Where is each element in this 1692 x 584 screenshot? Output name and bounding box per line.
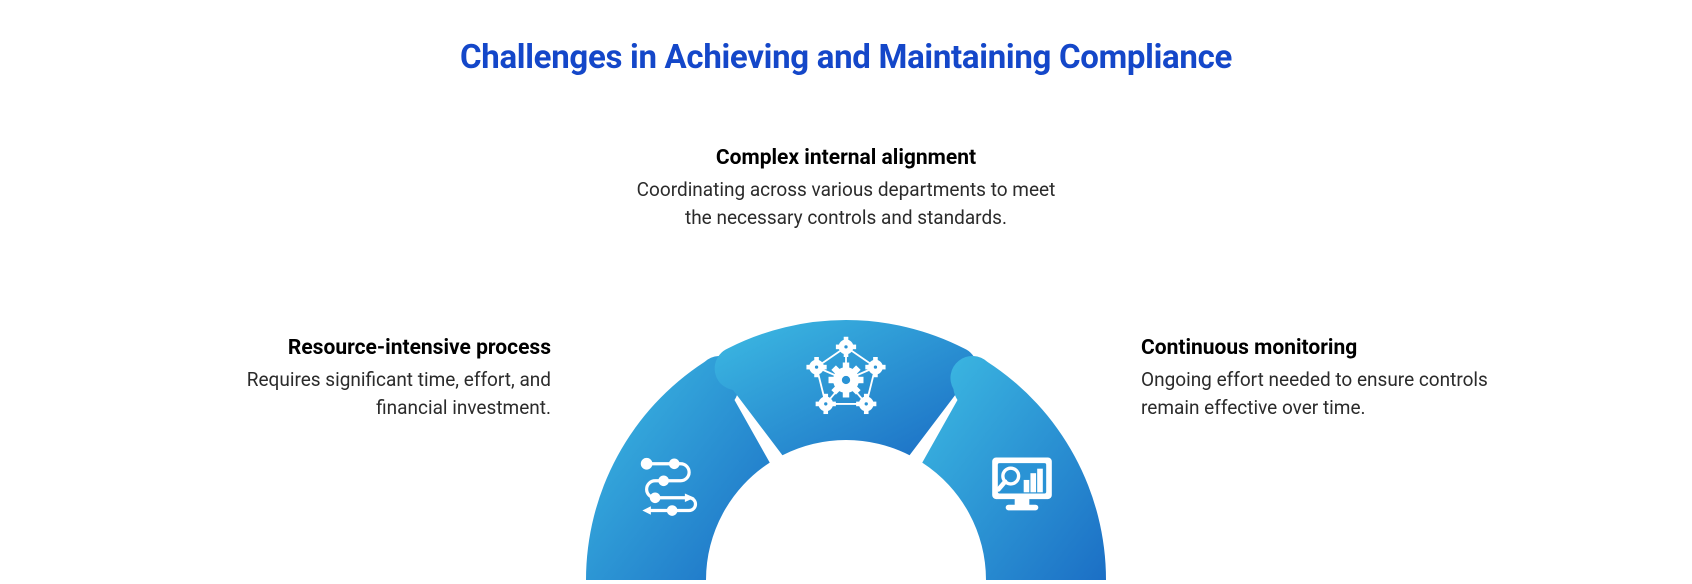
process-path-icon xyxy=(636,451,704,519)
arc-svg xyxy=(576,280,1116,580)
page-title: Challenges in Achieving and Maintaining … xyxy=(0,38,1692,77)
challenge-center: Complex internal alignment Coordinating … xyxy=(636,146,1056,232)
challenge-center-title: Complex internal alignment xyxy=(636,146,1056,170)
challenge-left-title: Resource-intensive process xyxy=(191,336,551,360)
challenge-right-desc: Ongoing effort needed to ensure controls… xyxy=(1141,366,1511,422)
challenge-left: Resource-intensive process Requires sign… xyxy=(191,336,551,422)
challenge-right-title: Continuous monitoring xyxy=(1141,336,1511,360)
challenge-center-desc: Coordinating across various departments … xyxy=(636,176,1056,232)
arc-diagram xyxy=(576,280,1116,580)
challenge-right: Continuous monitoring Ongoing effort nee… xyxy=(1141,336,1511,422)
challenge-left-desc: Requires significant time, effort, and f… xyxy=(191,366,551,422)
monitor-analytics-icon xyxy=(986,449,1058,521)
gears-network-icon xyxy=(800,334,892,426)
